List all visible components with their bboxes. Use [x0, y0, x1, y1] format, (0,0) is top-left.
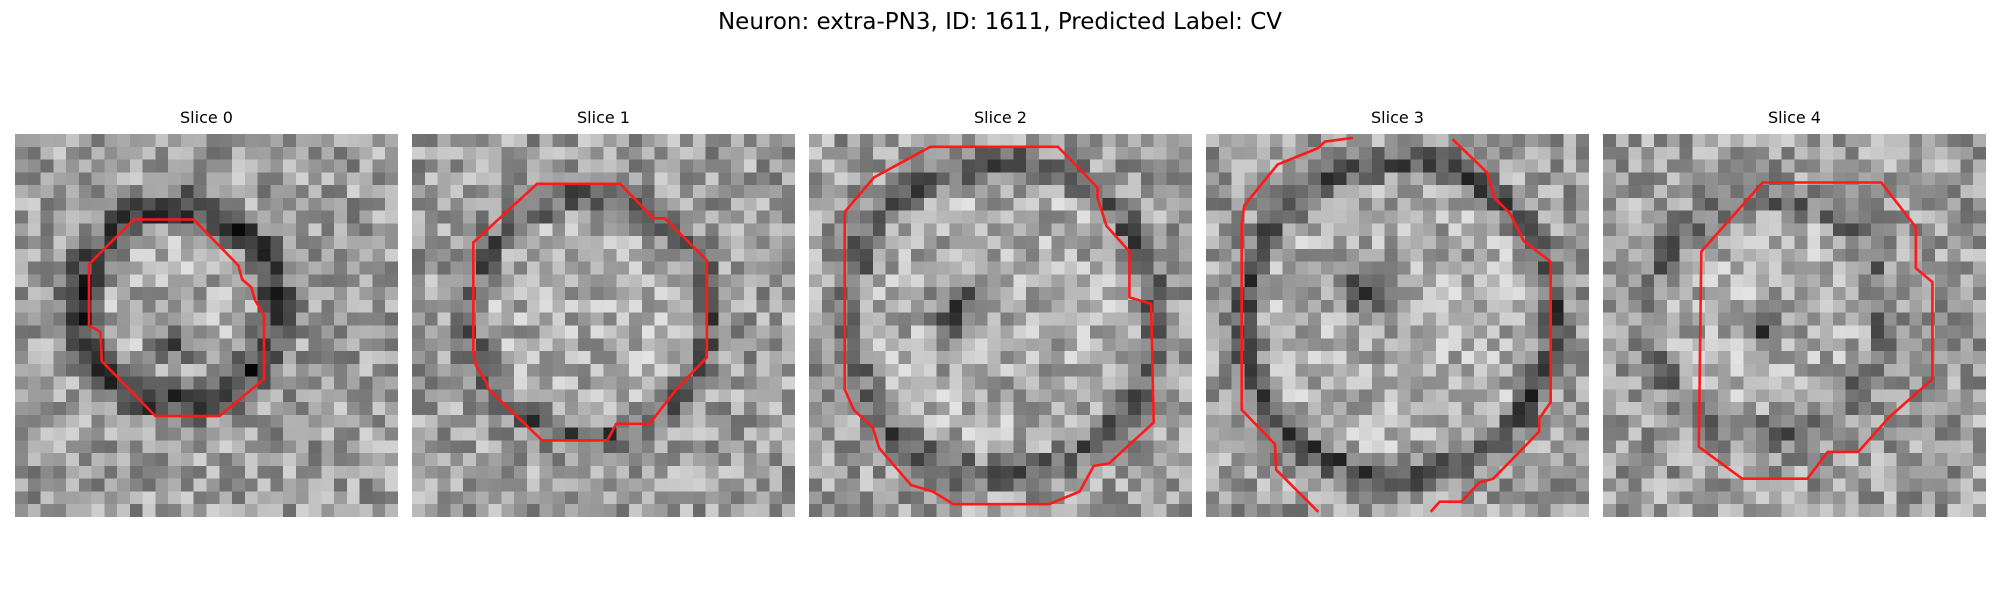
slice-image — [412, 134, 795, 517]
slice-panel-1: Slice 1 — [412, 108, 795, 518]
vesicle-contour — [843, 145, 1156, 506]
pixel-grid — [412, 134, 795, 517]
vesicle-contour — [1240, 136, 1353, 513]
vesicle-contour — [87, 218, 266, 418]
pixel-grid — [809, 134, 1192, 517]
pixel-grid — [15, 134, 398, 517]
vesicle-contour — [1697, 181, 1934, 481]
figure-title: Neuron: extra-PN3, ID: 1611, Predicted L… — [717, 9, 1283, 35]
vesicle-contour — [471, 182, 709, 442]
vesicle-contour — [1429, 138, 1553, 513]
slice-title: Slice 0 — [180, 108, 233, 127]
slice-panel-4: Slice 4 — [1603, 108, 1986, 518]
slice-panel-2: Slice 2 — [809, 108, 1192, 518]
slice-panel-3: Slice 3 — [1206, 108, 1589, 518]
slice-image — [809, 134, 1192, 517]
slice-image — [15, 134, 398, 517]
slice-image — [1603, 134, 1986, 517]
pixel-grid — [1603, 134, 1986, 517]
slice-panel-0: Slice 0 — [15, 108, 398, 518]
slice-title: Slice 3 — [1371, 108, 1424, 127]
slice-title: Slice 2 — [974, 108, 1027, 127]
slice-title: Slice 4 — [1768, 108, 1821, 127]
slice-image — [1206, 134, 1589, 517]
slice-title: Slice 1 — [577, 108, 630, 127]
pixel-grid — [1206, 134, 1589, 517]
